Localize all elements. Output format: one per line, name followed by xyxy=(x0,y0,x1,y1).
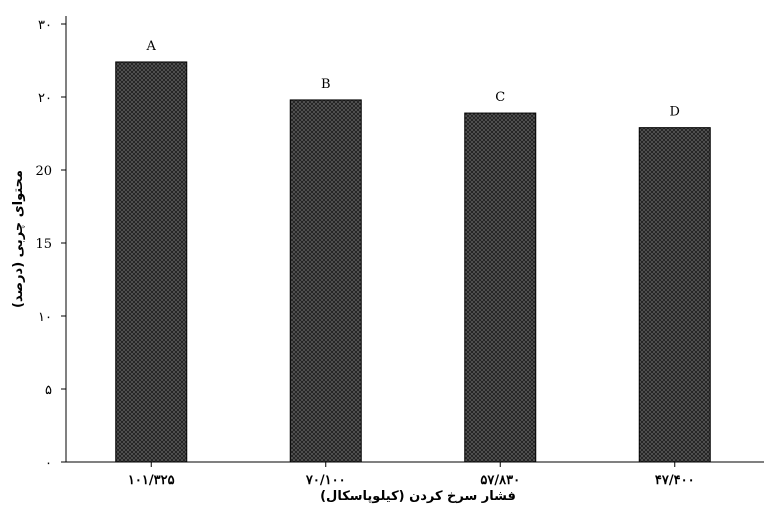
x-tick-label: ۵۷/۸۳۰ xyxy=(480,473,520,488)
bar-data-label: C xyxy=(495,90,505,105)
bar-3 xyxy=(464,112,537,463)
y-tick-label: 15 xyxy=(35,237,52,252)
y-tick-label: ۳۰ xyxy=(38,18,52,33)
bar-2 xyxy=(289,99,362,463)
bar-data-label: D xyxy=(670,105,680,120)
y-axis-title: محتوای چربی (درصد) xyxy=(11,170,26,308)
y-tick-label: ۰ xyxy=(45,456,52,471)
y-tick-label: ۵ xyxy=(45,383,52,398)
bar-data-label: B xyxy=(321,77,331,92)
bar-4 xyxy=(638,127,711,463)
bar-1 xyxy=(115,61,188,463)
y-tick-label: ۲۰ xyxy=(38,91,52,106)
bars: A B C D xyxy=(115,39,711,463)
x-tick-label: ۷۰/۱۰۰ xyxy=(305,473,346,488)
x-axis-ticks: ۱۰۱/۳۲۵ ۷۰/۱۰۰ ۵۷/۸۳۰ ۴۷/۴۰۰ xyxy=(128,462,695,488)
y-tick-label: ۱۰ xyxy=(38,310,52,325)
x-tick-label: ۴۷/۴۰۰ xyxy=(655,473,695,488)
bar-data-label: A xyxy=(146,39,157,54)
y-axis-ticks: ۰ ۵ ۱۰ 15 20 ۲۰ ۳۰ xyxy=(35,18,66,471)
x-axis-title: فشار سرخ کردن (کیلوپاسکال) xyxy=(320,489,516,504)
y-tick-label: 20 xyxy=(35,164,52,179)
x-tick-label: ۱۰۱/۳۲۵ xyxy=(128,473,175,488)
